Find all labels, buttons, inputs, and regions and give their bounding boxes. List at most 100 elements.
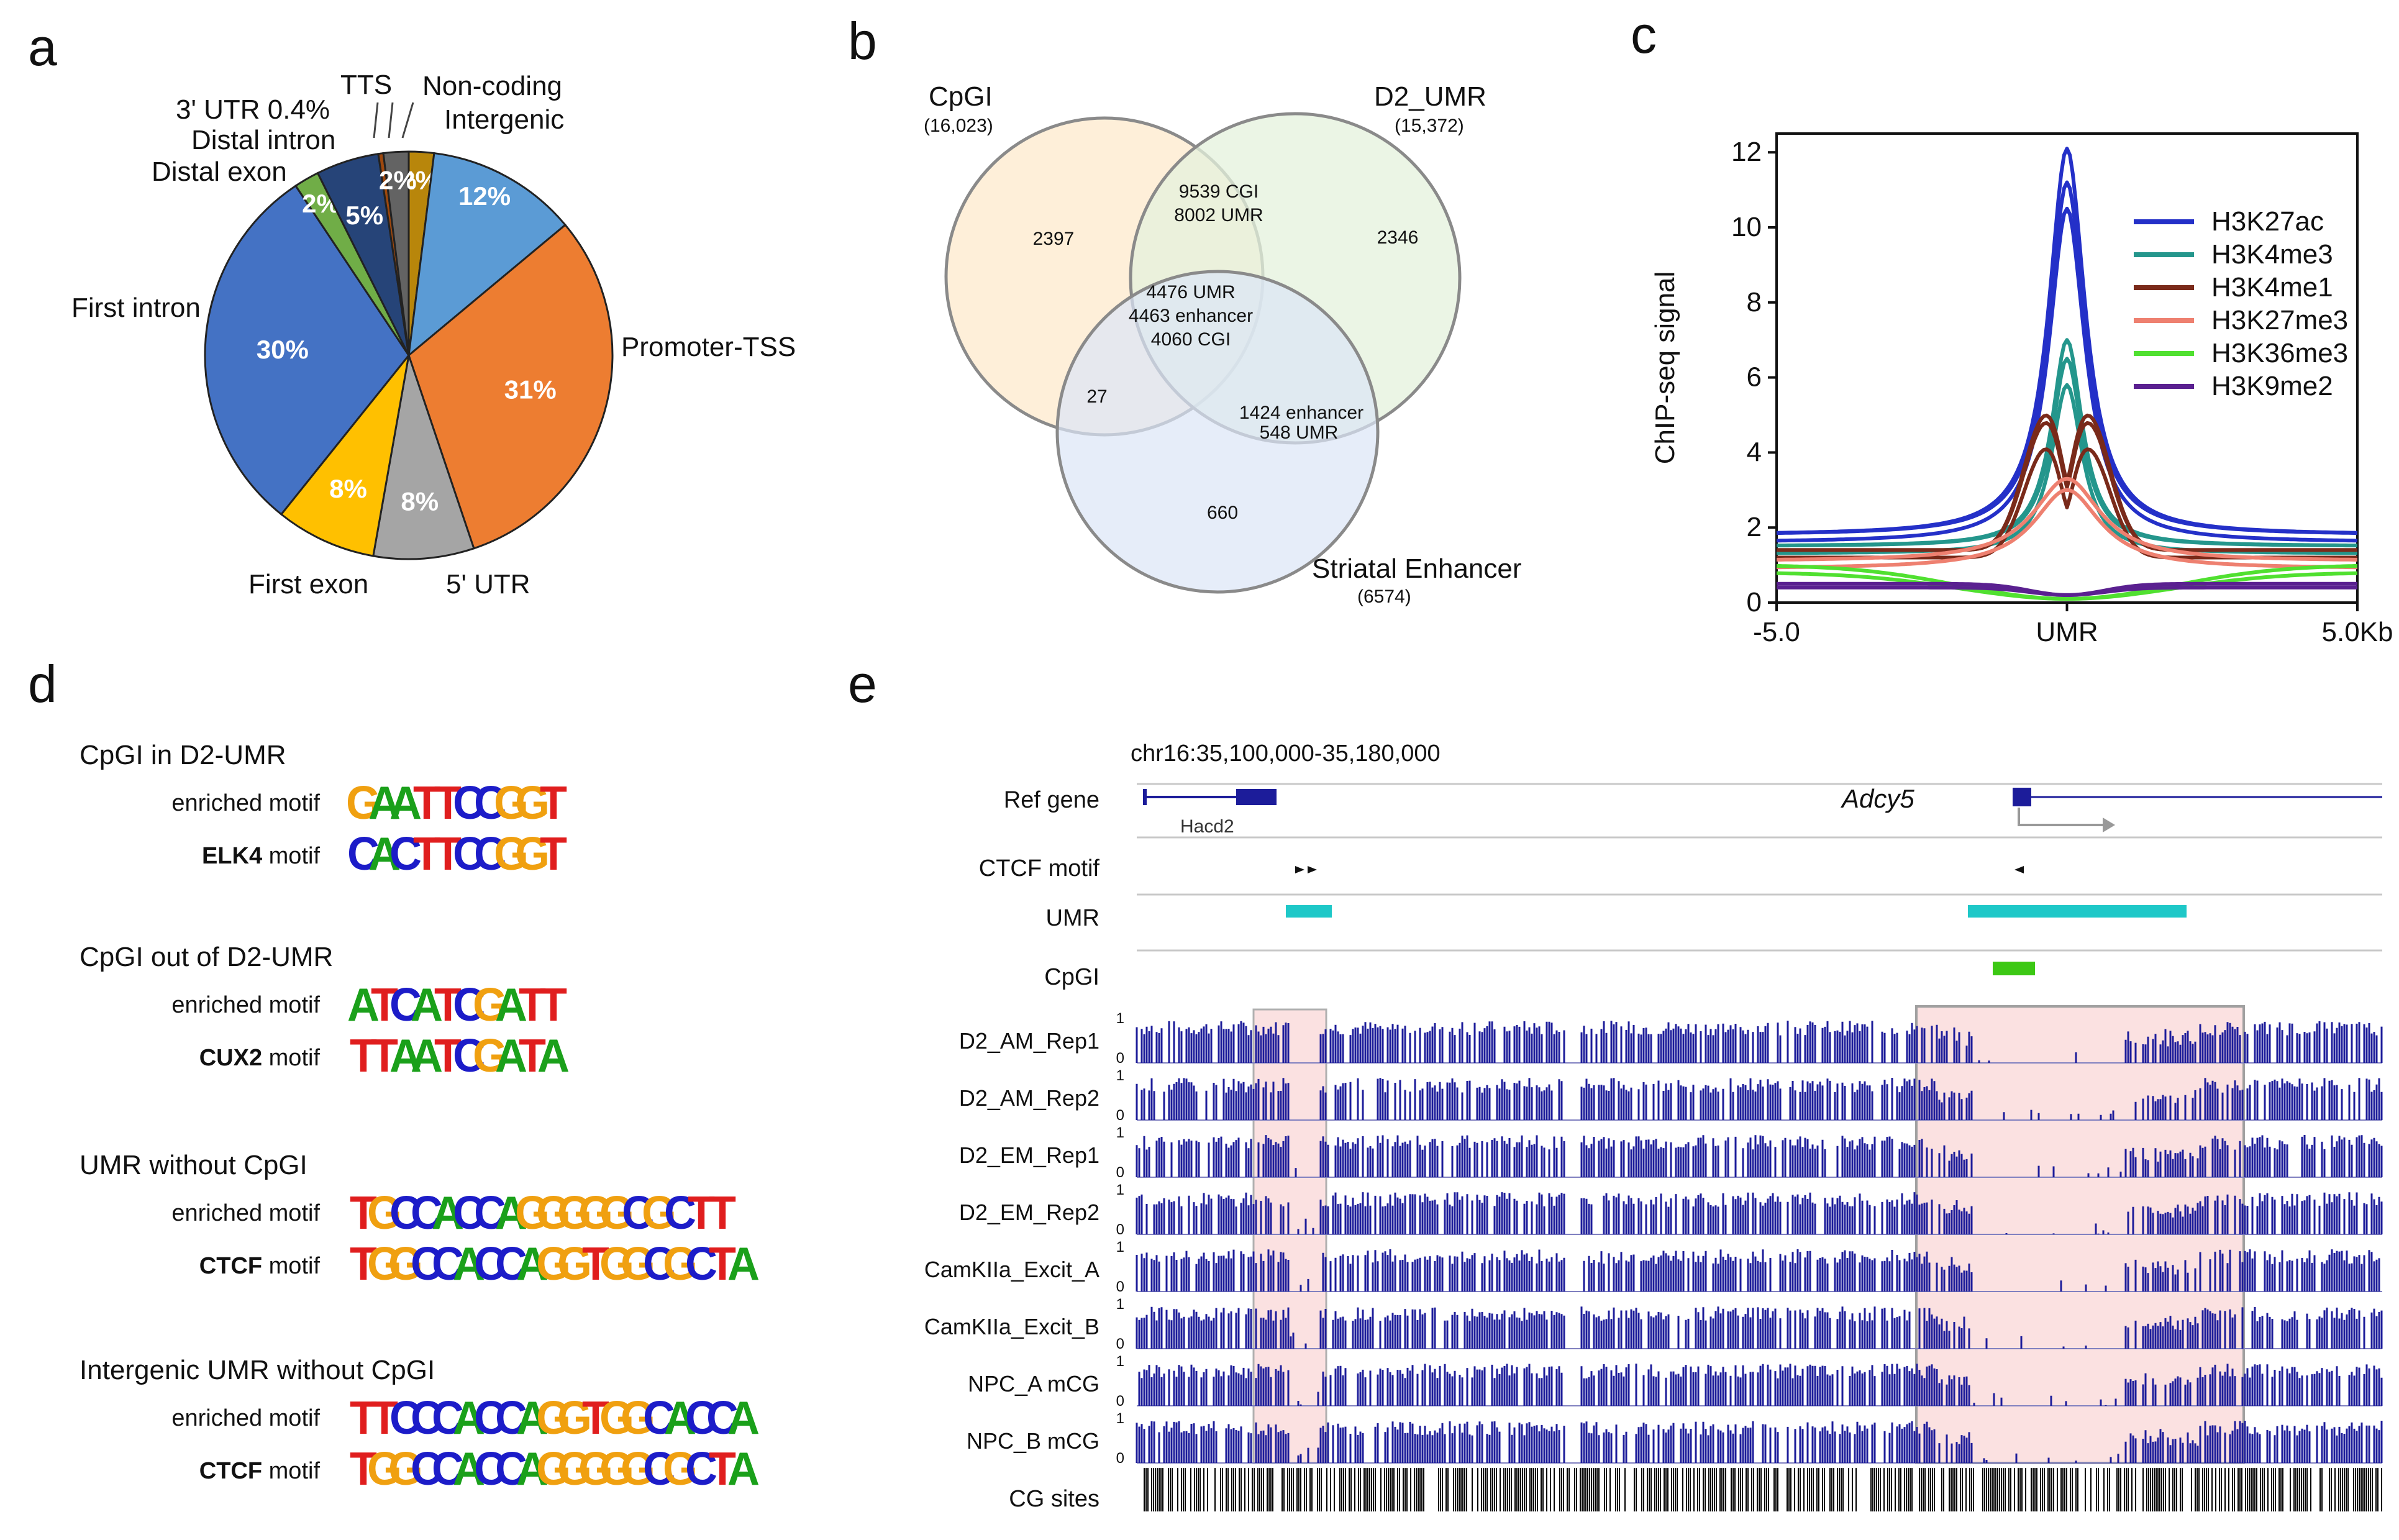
venn-cpgi-only: 2397 — [1033, 229, 1075, 249]
logo-letter: A — [664, 1391, 696, 1444]
logo-letter: G — [367, 1442, 402, 1495]
pie-pct-first-intron: 30% — [257, 335, 309, 364]
logo-letter: T — [371, 1029, 398, 1082]
logo-letter: T — [540, 978, 567, 1031]
panel-letter-b: b — [848, 12, 877, 70]
logo-letter: G — [642, 1186, 676, 1239]
motif-title-4: Intergenic UMR without CpGI — [80, 1355, 435, 1385]
track-scale-bottom: 0 — [1116, 1278, 1124, 1295]
logo-letter: A — [516, 1391, 549, 1444]
logo-letter: C — [453, 978, 485, 1031]
logo-letter: G — [367, 1237, 402, 1290]
logo-letter: G — [388, 1237, 423, 1290]
logo-letter: T — [519, 978, 546, 1031]
track-scale-top: 1 — [1116, 1239, 1124, 1255]
methylation-bars-d2-em-rep2 — [1136, 1192, 2383, 1234]
track-label-ref-gene: Ref gene — [1004, 787, 1099, 813]
track-scale-top: 1 — [1116, 1124, 1124, 1141]
logo-letter: C — [664, 1186, 696, 1239]
cpgi-block — [1993, 962, 2035, 975]
umr-block — [1286, 905, 1332, 918]
track-scale-bottom: 0 — [1116, 1164, 1124, 1181]
logo-letter: G — [557, 1442, 592, 1495]
pie-label-noncoding-line2: Intergenic — [444, 104, 564, 135]
logo-letter: T — [434, 827, 462, 880]
gene-adcy5-exon — [2013, 788, 2031, 806]
logo-letter: G — [599, 1237, 634, 1290]
pie-label-promoter-tss: Promoter-TSS — [621, 332, 796, 362]
logo-letter: G — [599, 1391, 634, 1444]
logo-letter: A — [727, 1442, 760, 1495]
venn-cpgi-enhancer: 27 — [1086, 386, 1107, 407]
logo-letter: C — [453, 1186, 485, 1239]
pie-label-first-exon: First exon — [248, 569, 368, 599]
logo-letter: G — [536, 1237, 571, 1290]
logo-letter: T — [709, 1186, 736, 1239]
logo-letter: G — [536, 1186, 571, 1239]
pie-slice-promoter-tss — [407, 223, 614, 550]
logo-letter: C — [432, 1391, 464, 1444]
venn-umr-only: 2346 — [1377, 227, 1419, 248]
pie-pct-first-exon: 8% — [329, 474, 367, 503]
logo-letter: C — [474, 1186, 506, 1239]
pie-label-3utr: 3' UTR 0.4% — [176, 94, 330, 125]
y-tick-label-0: 0 — [1747, 587, 1762, 617]
venn-cpgi-umr-1: 9539 CGI — [1179, 181, 1259, 202]
umr-block — [1968, 905, 2187, 918]
motif-title-3: UMR without CpGI — [80, 1150, 307, 1180]
logo-letter: G — [599, 1442, 634, 1495]
logo-letter: A — [389, 776, 422, 829]
logo-letter: A — [389, 1029, 422, 1082]
motif-title-2: CpGI out of D2-UMR — [80, 942, 333, 972]
venn-set-umr-count: (15,372) — [1395, 116, 1464, 136]
y-tick-label-6: 6 — [1747, 362, 1762, 393]
logo-letter: A — [516, 1237, 549, 1290]
venn-all-three-2: 4463 enhancer — [1129, 306, 1253, 326]
logo-letter: T — [709, 1442, 736, 1495]
track-label-d2-am-rep2: D2_AM_Rep2 — [959, 1085, 1099, 1111]
pie-pct-tts: 2% — [379, 165, 417, 194]
logo-letter: G — [346, 776, 381, 829]
motif-enriched-label-2: enriched motif — [171, 992, 320, 1018]
logo-letter: C — [495, 1391, 527, 1444]
logo-letter: C — [643, 1442, 675, 1495]
pie-label-5utr: 5' UTR — [446, 569, 530, 599]
motif-known-label-2: CUX2 motif — [199, 1045, 321, 1071]
logo-letter: G — [578, 1186, 613, 1239]
pie-labels: Promoter-TSS First intron First exon 5' … — [71, 70, 796, 599]
pie-label-first-intron: First intron — [71, 293, 201, 323]
logo-letter: A — [537, 1029, 570, 1082]
logo-letter: A — [727, 1237, 760, 1290]
logo-letter: A — [495, 978, 527, 1031]
pie-slice-5-utr — [372, 355, 475, 560]
logo-letter: T — [350, 1029, 377, 1082]
logo-letter: G — [473, 1029, 508, 1082]
logo-letter: C — [474, 1442, 506, 1495]
motif-known-label-3: CTCF motif — [199, 1253, 321, 1279]
venn-umr-enhancer-2: 548 UMR — [1260, 422, 1339, 443]
panel-letter-a: a — [28, 18, 57, 76]
logo-letter: C — [706, 1391, 739, 1444]
logo-letter: T — [434, 1029, 462, 1082]
legend-label-h3k4me1: H3K4me1 — [2211, 272, 2333, 303]
pie-pct-distal-intron: 5% — [345, 201, 383, 230]
logo-letter: C — [474, 1237, 506, 1290]
methylation-bars-npc-b-mcg — [1136, 1421, 2383, 1463]
y-tick-label-10: 10 — [1731, 212, 1762, 242]
logo-letter: G — [536, 1442, 571, 1495]
venn-set-cpgi-count: (16,023) — [924, 116, 993, 136]
legend-label-h3k36me3: H3K36me3 — [2211, 338, 2348, 368]
track-scale-bottom: 0 — [1116, 1393, 1124, 1410]
logo-letter: A — [368, 776, 401, 829]
track-scale-top: 1 — [1116, 1410, 1124, 1427]
x-tick-label-umr: UMR — [2036, 617, 2098, 647]
pie-slice-tts — [382, 150, 410, 356]
logo-letter: C — [453, 827, 485, 880]
pie-label-tts: TTS — [340, 70, 392, 100]
logo-letter: G — [515, 1186, 550, 1239]
logo-letter: C — [643, 1237, 675, 1290]
series-line-h3k27ac-3 — [1776, 147, 2358, 535]
